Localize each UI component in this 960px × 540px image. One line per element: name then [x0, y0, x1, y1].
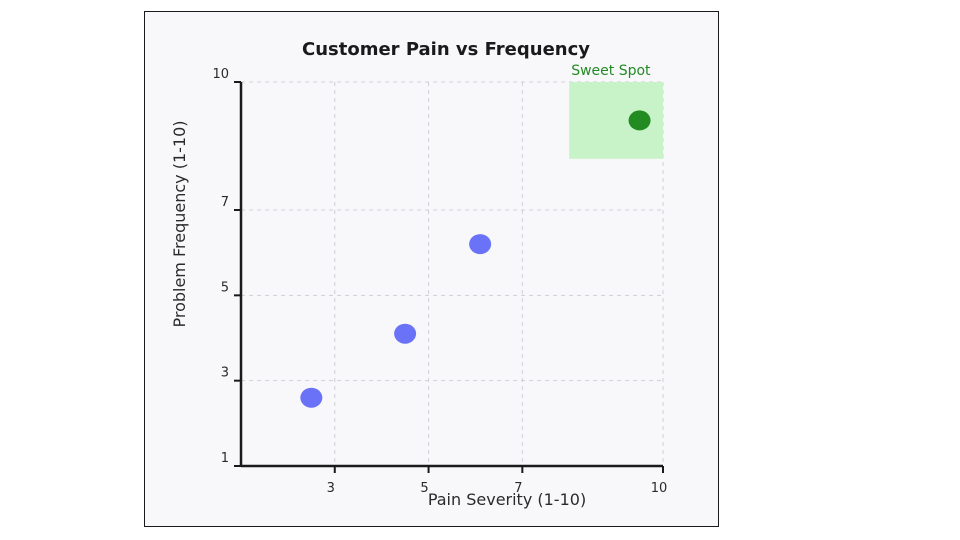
x-tick-label: 3: [327, 481, 335, 496]
y-axis-label: Problem Frequency (1-10): [170, 120, 189, 327]
sweet-spot-label: Sweet Spot: [571, 63, 651, 79]
y-tick-label: 3: [221, 366, 229, 381]
y-tick-label: 5: [221, 280, 229, 295]
data-point: [628, 110, 651, 131]
y-tick-label: 10: [212, 67, 229, 82]
x-tick-label: 10: [651, 481, 668, 496]
chart-figure: Sweet Spot 3 5 7 10 1 3 5 7 10 Customer Pain vs …: [144, 11, 719, 527]
data-point: [394, 323, 417, 344]
x-tick-label: 5: [420, 481, 428, 496]
x-tick-label: 7: [514, 481, 522, 496]
y-tick-label: 1: [221, 451, 229, 466]
data-point: [469, 234, 492, 255]
x-axis-label: Pain Severity (1-10): [428, 490, 586, 509]
data-point: [300, 387, 323, 408]
data-points: [300, 110, 651, 408]
axes: [239, 82, 663, 468]
chart-title: Customer Pain vs Frequency: [302, 39, 590, 60]
sweet-spot-region: Sweet Spot: [569, 63, 663, 159]
y-tick-label: 7: [221, 195, 229, 210]
